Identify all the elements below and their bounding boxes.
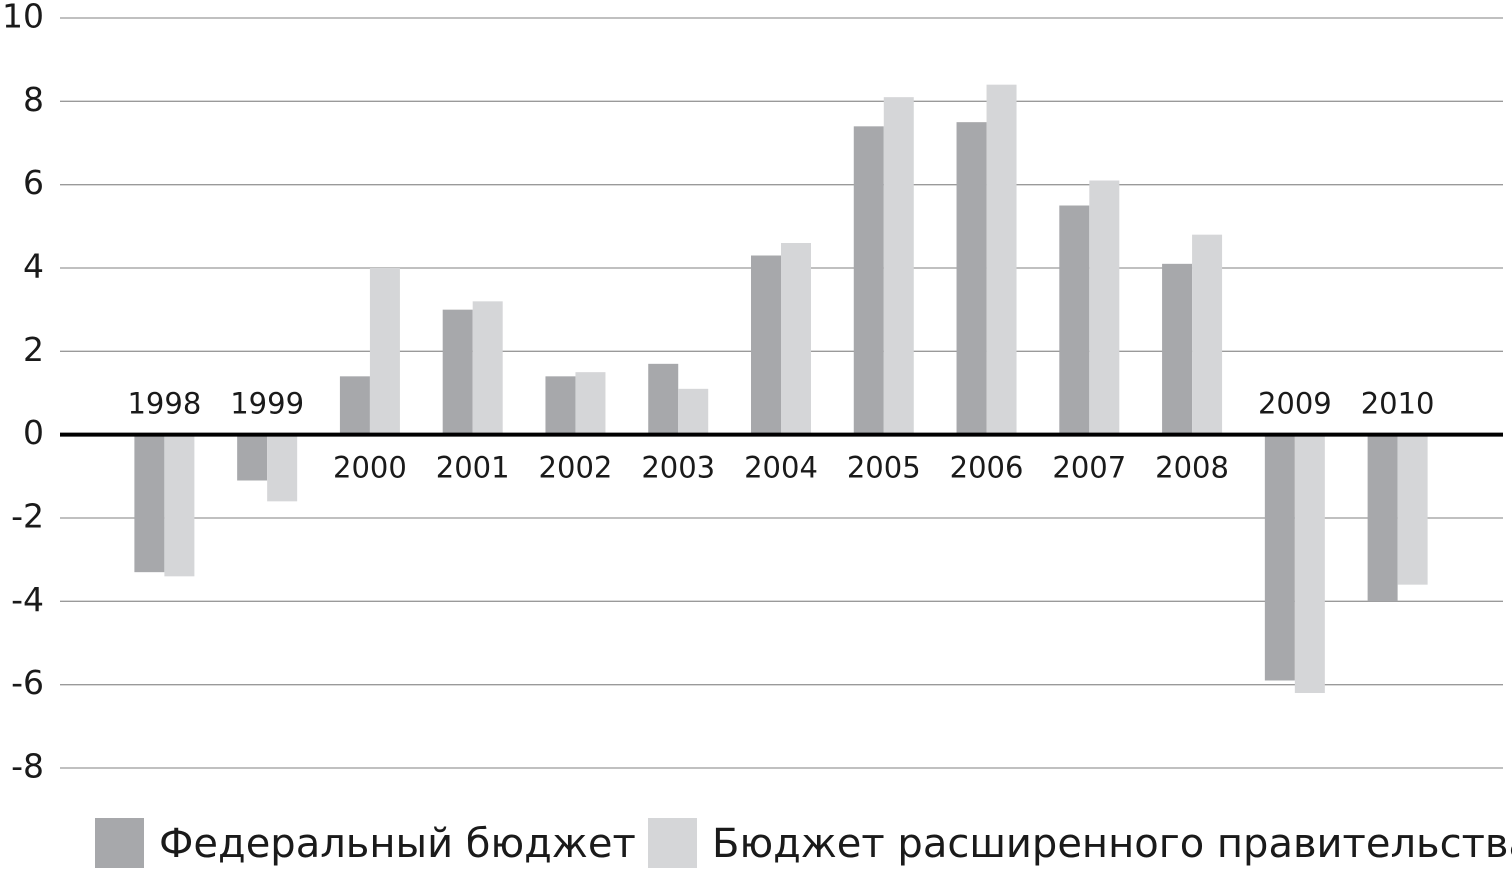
- x-tick-label: 2003: [641, 451, 715, 485]
- bar: [369, 268, 400, 435]
- bar: [883, 97, 914, 435]
- bar: [956, 122, 987, 435]
- y-tick-label: 10: [2, 0, 44, 36]
- y-tick-label: 6: [23, 163, 44, 202]
- bar: [237, 434, 268, 481]
- x-tick-label: 2002: [539, 451, 613, 485]
- labels: -8 -6 -4 -2 0 2 4 6 8 10 1998 1999 2000 2001 2002 2003 2…: [2, 0, 1435, 786]
- x-tick-label: 2006: [950, 451, 1024, 485]
- y-tick-label: -4: [11, 580, 44, 619]
- bar: [1162, 263, 1193, 435]
- y-tick-label: -2: [11, 497, 44, 536]
- y-tick-label: 2: [23, 330, 44, 369]
- bar: [1397, 434, 1428, 585]
- x-tick-label: 2007: [1052, 451, 1126, 485]
- x-tick-label: 1998: [127, 387, 201, 421]
- bar: [1192, 234, 1223, 435]
- x-tick-label: 1999: [230, 387, 304, 421]
- bar: [1089, 180, 1120, 435]
- bar: [751, 255, 781, 435]
- x-tick-label: 2005: [847, 451, 921, 485]
- legend: Федеральный бюджет Бюджет расширенного пр…: [95, 818, 1512, 868]
- x-tick-label: 2004: [744, 451, 818, 485]
- bar: [853, 126, 884, 435]
- bar: [134, 434, 165, 573]
- x-tick-label: 2010: [1361, 387, 1435, 421]
- bar: [339, 376, 370, 435]
- y-tick-label: -8: [11, 747, 44, 786]
- bars: [134, 84, 1428, 693]
- bar: [1294, 434, 1325, 693]
- bar: [1059, 205, 1090, 435]
- bar: [267, 434, 298, 502]
- y-tick-label: 4: [23, 247, 44, 286]
- bar: [472, 301, 503, 435]
- legend-label: Федеральный бюджет: [159, 821, 636, 867]
- y-tick-label: 8: [23, 80, 44, 119]
- y-tick-label: 0: [23, 413, 44, 452]
- legend-label: Бюджет расширенного правительства: [712, 821, 1512, 867]
- bar: [986, 84, 1017, 435]
- x-tick-label: 2001: [436, 451, 510, 485]
- legend-swatch: [95, 818, 144, 868]
- legend-swatch: [648, 818, 697, 868]
- bar: [781, 243, 811, 435]
- bar: [442, 309, 473, 435]
- bar: [648, 363, 679, 435]
- x-tick-label: 2000: [333, 451, 407, 485]
- bar: [164, 434, 195, 577]
- bar: [545, 376, 576, 435]
- bar: [1264, 434, 1295, 681]
- y-tick-label: -6: [11, 663, 44, 702]
- bar: [1367, 434, 1398, 602]
- bar: [678, 388, 709, 435]
- x-tick-label: 2009: [1258, 387, 1332, 421]
- x-tick-label: 2008: [1155, 451, 1229, 485]
- bar: [575, 372, 606, 435]
